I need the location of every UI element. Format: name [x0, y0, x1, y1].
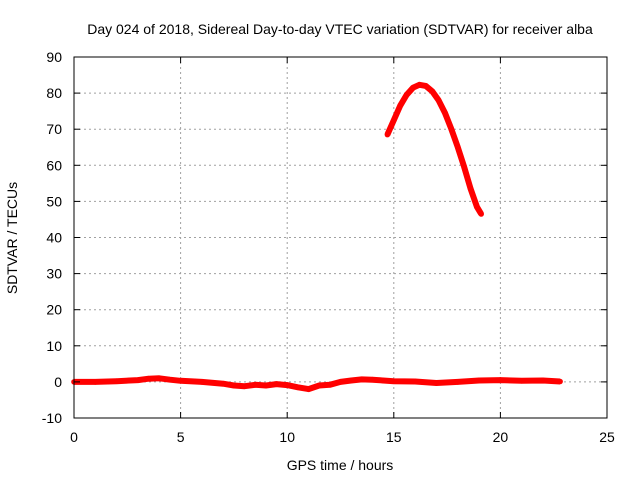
data-point	[252, 382, 258, 388]
data-point	[284, 382, 291, 388]
x-tick-label: 0	[70, 429, 78, 445]
y-tick-label: -10	[42, 410, 62, 426]
data-point	[391, 378, 397, 385]
x-axis-label: GPS time / hours	[287, 457, 394, 473]
data-point	[273, 381, 280, 387]
data-point	[518, 378, 525, 384]
chart-title: Day 024 of 2018, Sidereal Day-to-day VTE…	[87, 21, 593, 37]
axis-ticks: 0 5 10 15 20 25 -10 0 10 20 30 40 50 60 70 80 90	[42, 49, 615, 445]
data-point	[461, 164, 468, 170]
data-point	[316, 382, 323, 389]
y-tick-label: 20	[46, 302, 62, 318]
series-line-2	[384, 81, 484, 216]
y-tick-label: 40	[46, 230, 62, 246]
data-point	[337, 379, 344, 385]
data-point	[478, 211, 485, 217]
data-point	[435, 97, 442, 104]
data-point	[380, 377, 386, 384]
data-point	[557, 378, 563, 385]
data-point	[540, 377, 546, 384]
data-point	[295, 384, 301, 391]
y-tick-label: 30	[46, 266, 62, 282]
data-point	[241, 383, 248, 390]
y-tick-label: 80	[46, 85, 62, 101]
data-point	[135, 377, 141, 383]
data-point	[384, 131, 391, 138]
y-tick-label: 50	[46, 193, 62, 209]
y-tick-label: 90	[46, 49, 62, 65]
y-tick-label: 10	[46, 338, 62, 354]
data-point	[391, 117, 397, 123]
data-point	[423, 83, 429, 89]
data-point	[455, 379, 461, 385]
data-point	[177, 378, 184, 384]
data-point	[412, 378, 418, 385]
data-point	[416, 82, 423, 88]
series-layer	[71, 81, 563, 393]
data-point	[167, 376, 173, 383]
y-tick-label: 70	[46, 121, 62, 137]
data-point	[92, 379, 99, 385]
data-point	[359, 376, 365, 383]
data-point	[442, 110, 448, 116]
data-point	[220, 380, 226, 387]
data-point	[231, 382, 237, 389]
y-axis-label: SDTVAR / TECUs	[4, 182, 20, 294]
x-tick-label: 20	[493, 429, 509, 445]
data-point	[474, 204, 480, 210]
data-point	[433, 380, 440, 386]
y-tick-label: 0	[54, 374, 62, 390]
x-tick-label: 5	[177, 429, 185, 445]
x-tick-label: 15	[386, 429, 402, 445]
data-point	[113, 378, 120, 385]
data-point	[327, 382, 333, 388]
data-point	[403, 92, 410, 98]
data-point	[305, 386, 312, 392]
data-point	[145, 375, 152, 382]
y-tick-label: 60	[46, 157, 62, 173]
series-line-1	[74, 375, 561, 393]
data-point	[263, 382, 269, 389]
data-point	[199, 379, 205, 385]
data-point	[156, 375, 163, 382]
data-point	[429, 88, 436, 95]
data-point	[497, 377, 504, 383]
data-point	[455, 144, 461, 151]
data-point	[397, 102, 404, 109]
grid-lines	[74, 57, 607, 418]
x-tick-label: 25	[599, 429, 615, 445]
data-point	[476, 377, 482, 384]
x-tick-label: 10	[279, 429, 295, 445]
data-point	[467, 186, 474, 192]
data-point	[410, 84, 416, 91]
data-point	[348, 377, 355, 384]
data-point	[448, 126, 455, 132]
data-point	[369, 376, 376, 383]
